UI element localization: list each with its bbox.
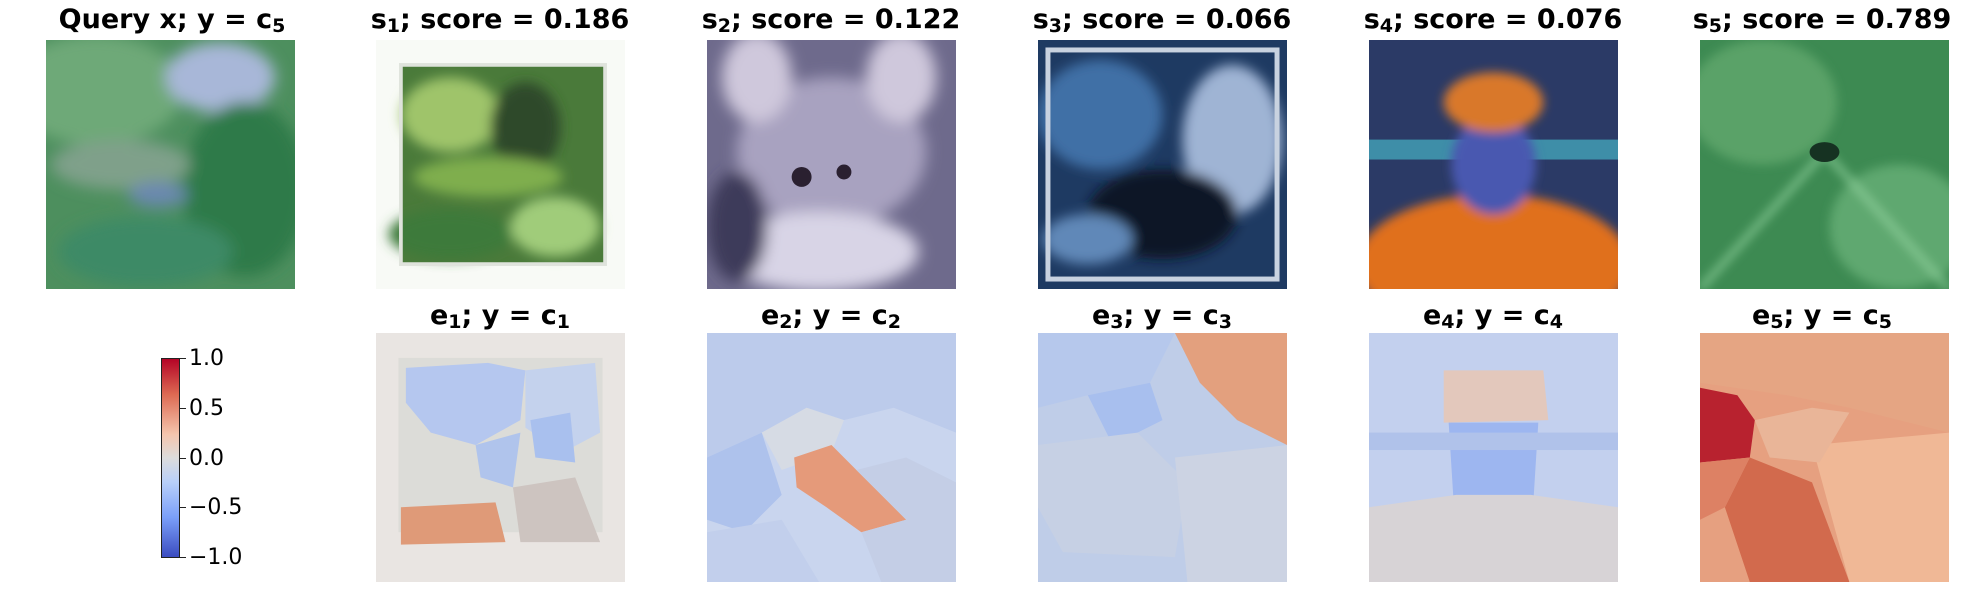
query-image xyxy=(46,40,295,289)
colorbar-tick xyxy=(180,557,186,558)
explanation-5-title: e5; y = c5 xyxy=(1751,300,1893,333)
colorbar-tick-label: −0.5 xyxy=(189,495,243,520)
support-1-title: s1; score = 0.186 xyxy=(370,4,630,37)
explanation-4-title: e4; y = c4 xyxy=(1422,300,1564,333)
explanation-heatmap-1 xyxy=(376,333,625,582)
explanation-1-title: e1; y = c1 xyxy=(429,300,571,333)
support-image-5 xyxy=(1700,40,1949,289)
explanation-heatmap-2 xyxy=(707,333,956,582)
explanation-heatmap-4 xyxy=(1369,333,1618,582)
explanation-2-title: e2; y = c2 xyxy=(760,300,902,333)
support-image-4 xyxy=(1369,40,1618,289)
colorbar-tick xyxy=(180,507,186,508)
support-2-title: s2; score = 0.122 xyxy=(701,4,961,37)
explanation-heatmap-5 xyxy=(1700,333,1949,582)
colorbar-tick-label: 1.0 xyxy=(189,346,224,371)
query-title: Query x; y = c5 xyxy=(58,4,286,37)
colorbar-tick-label: −1.0 xyxy=(189,545,243,570)
colorbar-tick xyxy=(180,358,186,359)
colorbar xyxy=(161,358,180,558)
support-3-title: s3; score = 0.066 xyxy=(1032,4,1292,37)
support-image-1 xyxy=(376,40,625,289)
support-5-title: s5; score = 0.789 xyxy=(1692,4,1952,37)
colorbar-tick xyxy=(180,408,186,409)
colorbar-tick-label: 0.0 xyxy=(189,446,224,471)
support-image-3 xyxy=(1038,40,1287,289)
explanation-3-title: e3; y = c3 xyxy=(1091,300,1233,333)
support-4-title: s4; score = 0.076 xyxy=(1363,4,1623,37)
explanation-heatmap-3 xyxy=(1038,333,1287,582)
support-image-2 xyxy=(707,40,956,289)
colorbar-tick-label: 0.5 xyxy=(189,396,224,421)
colorbar-tick xyxy=(180,458,186,459)
